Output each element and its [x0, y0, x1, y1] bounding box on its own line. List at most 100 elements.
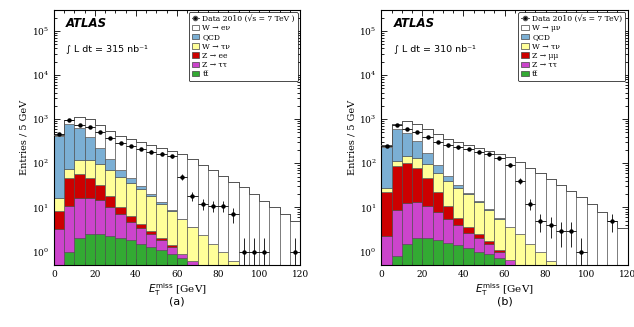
Bar	[269, 207, 280, 327]
Bar	[167, 151, 177, 210]
Bar	[433, 165, 443, 173]
Bar	[546, 296, 556, 327]
Bar	[463, 232, 474, 248]
Bar	[115, 170, 126, 177]
Bar	[463, 193, 474, 195]
Bar	[126, 179, 136, 183]
Bar	[105, 131, 115, 159]
Bar	[157, 238, 167, 240]
Bar	[474, 238, 484, 251]
Bar	[85, 137, 95, 160]
Bar	[208, 275, 218, 327]
Bar	[74, 129, 85, 161]
Bar	[126, 240, 136, 327]
Bar	[443, 176, 453, 181]
Bar	[74, 198, 85, 238]
Bar	[95, 185, 105, 200]
Bar	[126, 216, 136, 221]
Bar	[228, 296, 238, 327]
Bar	[515, 269, 525, 327]
Bar	[463, 227, 474, 232]
Bar	[187, 227, 198, 261]
Bar	[422, 129, 433, 153]
Bar	[586, 204, 597, 327]
Bar	[556, 269, 566, 296]
Bar	[382, 283, 392, 327]
Bar	[597, 212, 607, 327]
Bar	[54, 135, 64, 136]
Bar	[54, 136, 64, 198]
Bar	[484, 210, 495, 241]
Bar	[259, 296, 269, 327]
Bar	[576, 197, 586, 296]
Bar	[126, 221, 136, 240]
Bar	[85, 178, 95, 198]
Bar	[74, 174, 85, 198]
Bar	[422, 164, 433, 178]
Bar	[433, 193, 443, 212]
Bar	[412, 238, 422, 327]
Bar	[115, 238, 126, 327]
Bar	[453, 185, 463, 188]
Bar	[218, 251, 228, 283]
Bar	[95, 200, 105, 234]
Bar	[249, 283, 259, 327]
Bar	[515, 266, 525, 269]
Bar	[433, 173, 443, 193]
Bar	[228, 261, 238, 296]
Bar	[474, 251, 484, 327]
Bar	[453, 226, 463, 245]
Bar	[177, 154, 187, 218]
Bar	[54, 275, 64, 327]
Bar	[463, 195, 474, 227]
Bar	[115, 207, 126, 214]
Bar	[556, 185, 566, 269]
Bar	[136, 186, 146, 189]
Bar	[177, 219, 187, 254]
Bar	[412, 202, 422, 238]
Bar	[495, 251, 505, 258]
Bar	[74, 161, 85, 174]
Bar	[167, 245, 177, 247]
Bar	[177, 218, 187, 219]
Bar	[136, 224, 146, 228]
Bar	[402, 132, 412, 156]
Bar	[495, 218, 505, 250]
Bar	[443, 181, 453, 206]
Bar	[546, 179, 556, 261]
Bar	[54, 211, 64, 229]
Bar	[402, 121, 412, 132]
Bar	[412, 141, 422, 158]
Bar	[54, 229, 64, 275]
Bar	[443, 139, 453, 176]
Bar	[505, 265, 515, 327]
Bar	[198, 269, 208, 327]
Text: (a): (a)	[169, 296, 185, 306]
Bar	[382, 188, 392, 192]
Bar	[167, 210, 177, 211]
Bar	[382, 192, 392, 236]
Bar	[157, 202, 167, 204]
Bar	[433, 134, 443, 165]
Bar	[146, 196, 157, 231]
Legend: Data 2010 (√s = 7 TeV), W → μν, QCD, W → τν, Z → μμ, Z → ττ, tt̅: Data 2010 (√s = 7 TeV), W → μν, QCD, W →…	[519, 12, 625, 81]
Bar	[95, 125, 105, 147]
Bar	[392, 256, 402, 327]
Bar	[157, 240, 167, 250]
Bar	[167, 254, 177, 327]
Bar	[443, 218, 453, 243]
Bar	[515, 234, 525, 266]
Bar	[402, 156, 412, 163]
Bar	[146, 194, 157, 196]
Bar	[177, 258, 187, 327]
Bar	[95, 164, 105, 185]
Bar	[105, 196, 115, 207]
X-axis label: $E_{\mathrm{T}}^{\mathrm{miss}}$ [GeV]: $E_{\mathrm{T}}^{\mathrm{miss}}$ [GeV]	[475, 282, 534, 298]
Bar	[249, 194, 259, 283]
Bar	[495, 154, 505, 218]
Bar	[505, 227, 515, 260]
Bar	[280, 214, 290, 327]
Bar	[525, 244, 535, 275]
Bar	[157, 204, 167, 238]
Bar	[146, 247, 157, 327]
